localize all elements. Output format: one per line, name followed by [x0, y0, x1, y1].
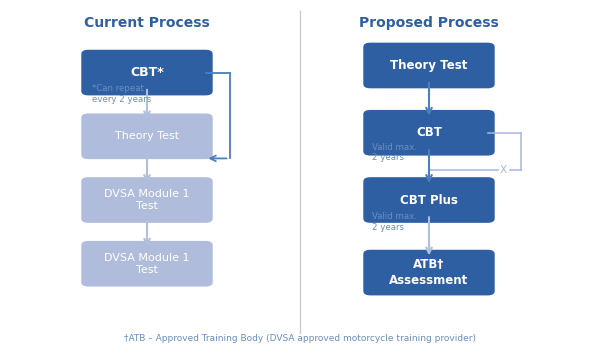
FancyBboxPatch shape — [363, 43, 494, 88]
Text: †ATB – Approved Training Body (DVSA approved motorcycle training provider): †ATB – Approved Training Body (DVSA appr… — [124, 333, 476, 343]
Text: *Can repeat
every 2 years: *Can repeat every 2 years — [91, 84, 151, 103]
FancyBboxPatch shape — [81, 50, 212, 95]
FancyBboxPatch shape — [81, 113, 212, 159]
Text: CBT: CBT — [416, 126, 442, 139]
FancyBboxPatch shape — [363, 177, 494, 223]
FancyBboxPatch shape — [363, 110, 494, 156]
Text: CBT*: CBT* — [130, 66, 164, 79]
Text: Current Process: Current Process — [84, 16, 210, 30]
Text: Theory Test: Theory Test — [115, 131, 179, 141]
Text: ATB†
Assessment: ATB† Assessment — [389, 258, 469, 287]
FancyBboxPatch shape — [81, 241, 212, 287]
Text: CBT Plus: CBT Plus — [400, 194, 458, 206]
Text: Proposed Process: Proposed Process — [359, 16, 499, 30]
FancyBboxPatch shape — [363, 250, 494, 295]
Text: Valid max.
2 years: Valid max. 2 years — [372, 212, 416, 232]
Text: X: X — [500, 165, 507, 175]
Text: DVSA Module 1
Test: DVSA Module 1 Test — [104, 189, 190, 211]
Text: Theory Test: Theory Test — [391, 59, 467, 72]
Text: Valid max.
2 years: Valid max. 2 years — [372, 143, 416, 162]
Text: DVSA Module 1
Test: DVSA Module 1 Test — [104, 252, 190, 275]
FancyBboxPatch shape — [81, 177, 212, 223]
